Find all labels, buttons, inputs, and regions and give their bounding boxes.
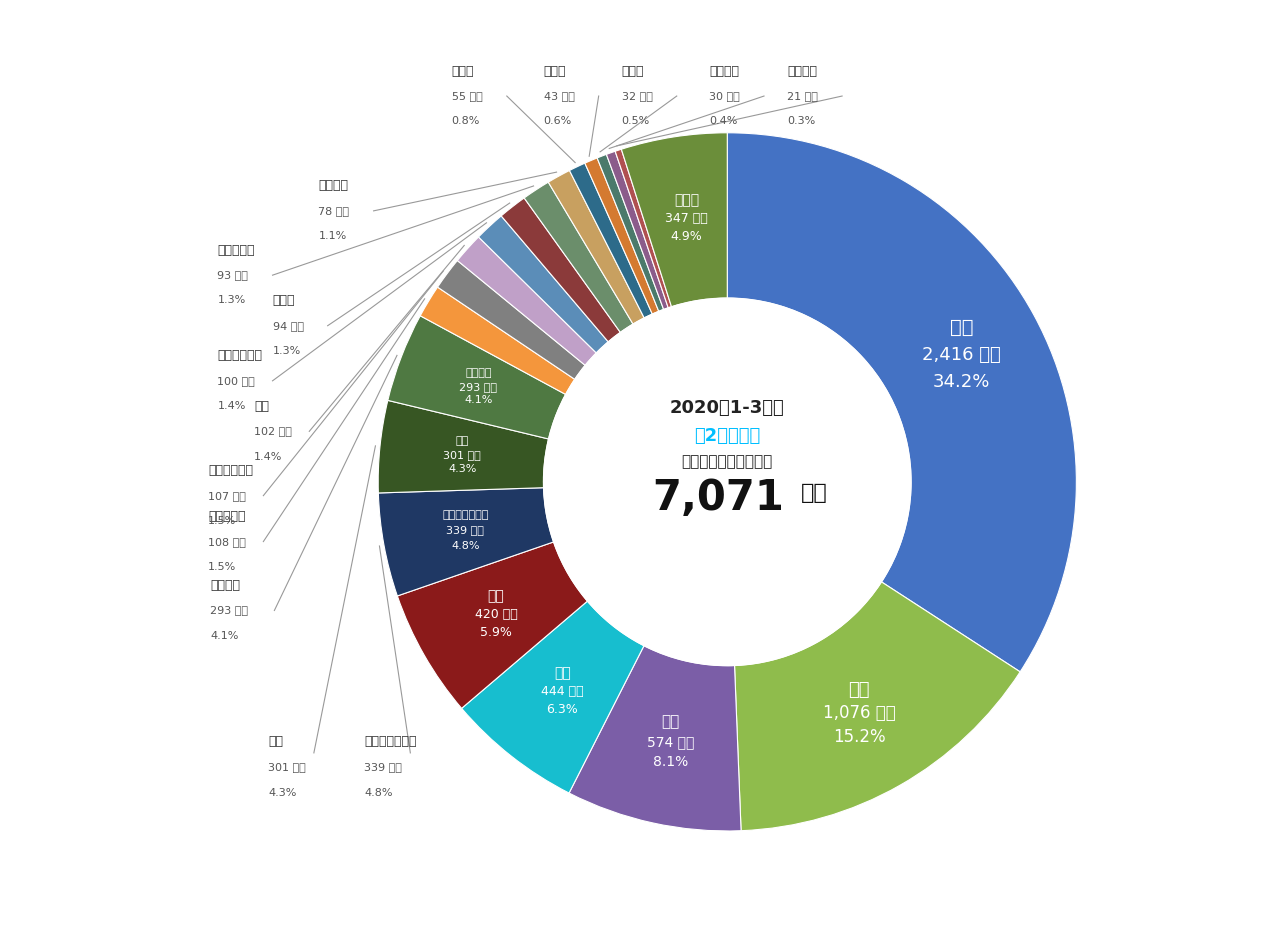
Text: 1.5%: 1.5% <box>209 562 237 572</box>
Text: 574 億円: 574 億円 <box>646 735 694 749</box>
Text: 0.8%: 0.8% <box>452 116 480 126</box>
Text: 訪日外国人旅行消費額: 訪日外国人旅行消費額 <box>682 454 773 469</box>
Text: 1.3%: 1.3% <box>218 296 246 305</box>
Text: 100 億円: 100 億円 <box>218 375 255 386</box>
Wedge shape <box>585 158 659 314</box>
Wedge shape <box>438 260 585 379</box>
Text: 4.1%: 4.1% <box>465 395 493 405</box>
Text: ベトナム: ベトナム <box>210 579 241 592</box>
Text: 30 億円: 30 億円 <box>709 91 740 101</box>
Text: 102 億円: 102 億円 <box>255 426 292 437</box>
Text: 108 億円: 108 億円 <box>209 537 246 547</box>
Wedge shape <box>570 645 741 831</box>
Text: （2次速報）: （2次速報） <box>694 427 760 445</box>
Text: インドネシア: インドネシア <box>209 464 253 477</box>
Text: 293 億円: 293 億円 <box>460 382 498 391</box>
Text: 444 億円: 444 億円 <box>541 685 584 698</box>
Wedge shape <box>420 287 575 395</box>
Text: 米国: 米国 <box>554 666 571 679</box>
Text: 億円: 億円 <box>801 483 828 502</box>
Wedge shape <box>462 601 644 794</box>
Text: 4.8%: 4.8% <box>365 788 393 798</box>
Text: 4.8%: 4.8% <box>451 540 480 551</box>
Text: オーストラリア: オーストラリア <box>365 735 417 748</box>
Text: 94 億円: 94 億円 <box>273 321 303 331</box>
Text: 1,076 億円: 1,076 億円 <box>823 705 896 722</box>
Text: タイ: タイ <box>268 735 283 748</box>
Text: タイ: タイ <box>456 436 468 446</box>
Wedge shape <box>621 133 727 307</box>
Text: スペイン: スペイン <box>787 65 817 78</box>
Text: 1.1%: 1.1% <box>319 231 347 241</box>
Wedge shape <box>479 216 608 353</box>
Wedge shape <box>598 155 663 311</box>
Text: フィリピン: フィリピン <box>209 510 246 523</box>
Text: 301 億円: 301 億円 <box>268 762 306 771</box>
Wedge shape <box>727 133 1076 672</box>
Text: 339 億円: 339 億円 <box>365 762 402 771</box>
Text: 4.9%: 4.9% <box>671 231 703 244</box>
Text: 1.3%: 1.3% <box>273 346 301 356</box>
Wedge shape <box>379 488 554 596</box>
Text: 32 億円: 32 億円 <box>622 91 653 101</box>
Text: 301 億円: 301 億円 <box>443 450 481 460</box>
Text: オーストラリア: オーストラリア <box>442 510 489 519</box>
Text: カナダ: カナダ <box>273 295 294 308</box>
Text: その他: その他 <box>673 193 699 208</box>
Text: インド: インド <box>544 65 566 78</box>
Text: シンガポール: シンガポール <box>218 349 262 362</box>
Text: 34.2%: 34.2% <box>933 374 989 391</box>
Text: フランス: フランス <box>319 180 348 193</box>
Text: 93 億円: 93 億円 <box>218 270 248 280</box>
Text: 0.6%: 0.6% <box>544 116 572 126</box>
Text: 15.2%: 15.2% <box>833 729 886 746</box>
Wedge shape <box>525 182 634 333</box>
Text: 420 億円: 420 億円 <box>475 607 517 620</box>
Text: 55 億円: 55 億円 <box>452 91 483 101</box>
Text: 2,416 億円: 2,416 億円 <box>922 346 1001 363</box>
Wedge shape <box>735 582 1020 831</box>
Text: 7,071: 7,071 <box>652 477 785 519</box>
Text: ドイツ: ドイツ <box>452 65 474 78</box>
Text: 293 億円: 293 億円 <box>210 605 248 616</box>
Text: イタリア: イタリア <box>709 65 739 78</box>
Text: 韓国: 韓国 <box>488 589 504 603</box>
Wedge shape <box>388 316 566 439</box>
Text: 1.4%: 1.4% <box>255 451 283 462</box>
Text: ベトナム: ベトナム <box>465 368 492 378</box>
Text: 香港: 香港 <box>662 715 680 730</box>
Text: 78 億円: 78 億円 <box>319 206 349 216</box>
Text: 0.5%: 0.5% <box>622 116 650 126</box>
Circle shape <box>544 298 911 666</box>
Wedge shape <box>570 163 653 318</box>
Text: 0.3%: 0.3% <box>787 116 815 126</box>
Wedge shape <box>397 542 588 708</box>
Wedge shape <box>548 171 644 324</box>
Wedge shape <box>616 149 672 308</box>
Text: 4.3%: 4.3% <box>268 788 296 798</box>
Text: 英国: 英国 <box>255 400 269 413</box>
Wedge shape <box>607 151 668 310</box>
Text: ロシア: ロシア <box>622 65 644 78</box>
Text: 中国: 中国 <box>950 318 973 337</box>
Text: 2020年1-3月期: 2020年1-3月期 <box>669 400 785 417</box>
Text: 347 億円: 347 億円 <box>666 212 708 225</box>
Text: 43 億円: 43 億円 <box>544 91 575 101</box>
Text: 6.3%: 6.3% <box>547 703 579 716</box>
Text: 4.1%: 4.1% <box>210 630 238 641</box>
Wedge shape <box>502 198 621 342</box>
Text: 4.3%: 4.3% <box>448 464 476 474</box>
Text: 5.9%: 5.9% <box>480 626 512 639</box>
Text: 1.5%: 1.5% <box>209 515 237 526</box>
Text: 台湾: 台湾 <box>849 680 870 699</box>
Text: 1.4%: 1.4% <box>218 401 246 411</box>
Text: 339 億円: 339 億円 <box>447 526 484 535</box>
Text: マレーシア: マレーシア <box>218 244 255 257</box>
Text: 0.4%: 0.4% <box>709 116 737 126</box>
Text: 8.1%: 8.1% <box>653 756 687 769</box>
Text: 107 億円: 107 億円 <box>209 490 246 501</box>
Wedge shape <box>457 237 596 365</box>
Wedge shape <box>378 400 549 493</box>
Text: 21 億円: 21 億円 <box>787 91 818 101</box>
